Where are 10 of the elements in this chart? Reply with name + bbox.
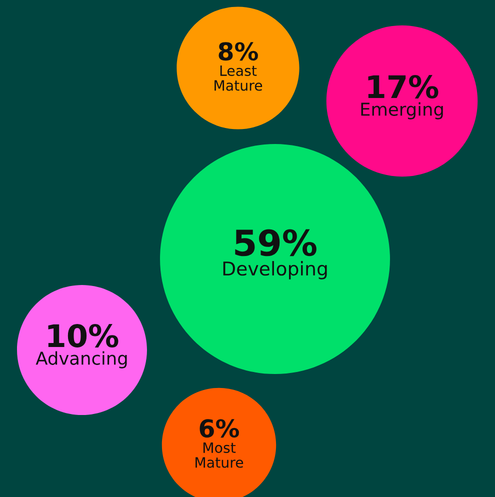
data-label: 10% bbox=[48, 324, 118, 348]
category-label: Advancing bbox=[36, 351, 127, 368]
data-label: 59% bbox=[235, 229, 316, 256]
data-label: 6% bbox=[200, 419, 239, 438]
data-label: 8% bbox=[218, 42, 258, 61]
category-label: Most Mature bbox=[196, 442, 244, 468]
category-label: Developing bbox=[223, 261, 327, 280]
data-label: 17% bbox=[368, 74, 438, 98]
category-label: Least Mature bbox=[214, 65, 262, 91]
category-label: Emerging bbox=[361, 102, 443, 120]
